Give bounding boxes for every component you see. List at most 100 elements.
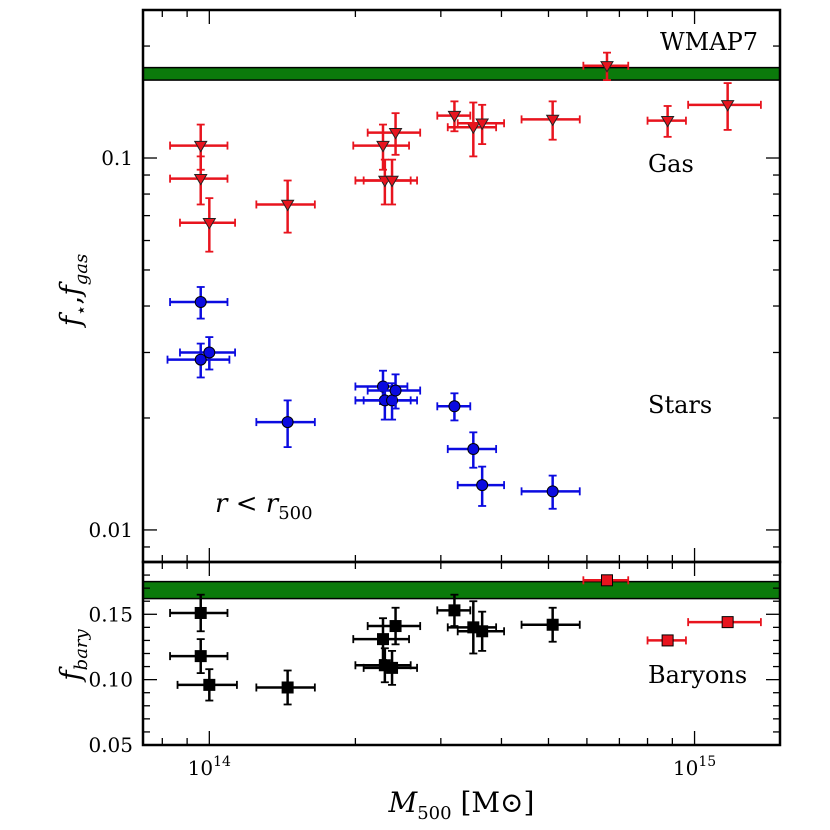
square-marker [194, 606, 207, 619]
data-point [446, 431, 498, 469]
data-point [687, 616, 762, 629]
square-marker [546, 618, 559, 631]
data-point [456, 103, 505, 145]
data-point [446, 600, 498, 655]
square-marker [203, 678, 216, 691]
data-point [169, 638, 229, 675]
data-point [366, 373, 422, 410]
triangle-marker [720, 100, 735, 112]
data-point [366, 606, 422, 646]
data-point [582, 574, 630, 587]
triangle-marker [193, 140, 208, 153]
y-tick-label: 0.01 [88, 518, 133, 542]
data-point [520, 100, 581, 141]
circle-marker [546, 485, 559, 498]
circle-marker [194, 353, 207, 366]
y-tick-label: 0.15 [88, 602, 133, 626]
y-tick-label: 0.05 [88, 733, 133, 757]
top-panel: WMAP7 Gas Stars r < r500 0.1 0.01 f⋆,fgas [54, 8, 782, 564]
top-y-axis-label: f⋆,fgas [54, 254, 92, 328]
data-point [582, 51, 630, 81]
circle-marker [476, 479, 489, 492]
wmap7-band-top [142, 66, 781, 81]
data-point [169, 286, 229, 320]
circle-marker [281, 416, 294, 429]
circle-marker [467, 443, 480, 456]
data-point [179, 336, 236, 371]
top-minor-ticks [143, 10, 780, 562]
data-point [456, 610, 505, 652]
triangle-marker [660, 115, 675, 128]
triangle-marker [447, 110, 462, 123]
top-major-ticks [143, 10, 780, 562]
radius-annotation: r < r500 [215, 489, 313, 524]
data-point [255, 399, 316, 449]
data-point [255, 669, 316, 706]
data-point [169, 155, 229, 206]
wmap7-band-bottom [142, 580, 781, 600]
triangle-marker [385, 175, 399, 188]
data-point [362, 158, 418, 206]
bottom-data-points [169, 574, 762, 706]
data-point [166, 342, 231, 379]
bottom-axes-frame [141, 560, 782, 747]
data-point [176, 668, 238, 702]
stars-label: Stars [648, 391, 712, 419]
x-tick-label: 1014 [188, 754, 231, 780]
circle-marker [194, 296, 207, 309]
square-marker [386, 661, 399, 674]
triangle-marker [600, 61, 614, 73]
wmap7-label: WMAP7 [660, 28, 758, 56]
square-marker [194, 650, 207, 663]
y-tick-label: 0.1 [101, 146, 133, 170]
circle-marker [203, 346, 216, 359]
triangle-marker [545, 114, 560, 127]
triangle-marker [475, 118, 490, 131]
x-tick-labels: 1014 1015 [188, 754, 717, 780]
square-marker [721, 616, 734, 629]
square-marker [448, 604, 461, 617]
data-point [354, 647, 412, 684]
baryons-label: Baryons [648, 661, 747, 689]
data-point [362, 649, 418, 686]
triangle-marker [193, 173, 208, 186]
triangle-marker [202, 217, 217, 230]
data-point [520, 474, 581, 510]
data-point [456, 465, 505, 507]
top-y-tick-labels: 0.1 0.01 [88, 146, 133, 542]
data-point [446, 101, 498, 158]
data-point [169, 593, 229, 633]
data-point [520, 606, 581, 643]
data-point [646, 105, 687, 138]
x-tick-label: 1015 [673, 754, 716, 780]
triangle-marker [376, 140, 390, 153]
triangle-marker [388, 127, 403, 140]
data-point [436, 593, 472, 627]
square-marker [600, 574, 613, 587]
data-point [687, 82, 762, 131]
data-point [436, 392, 472, 422]
gas-label: Gas [648, 150, 694, 178]
bottom-y-axis-label: fbary [54, 628, 92, 682]
data-point [646, 634, 687, 647]
data-point [352, 123, 410, 171]
circle-marker [448, 400, 461, 413]
top-data-points [166, 51, 762, 510]
circle-marker [389, 384, 402, 397]
triangle-marker [280, 199, 295, 212]
square-marker [377, 633, 390, 646]
bottom-y-tick-labels: 0.05 0.10 0.15 [88, 602, 133, 757]
data-point [366, 112, 422, 156]
x-axis-label: M500 [M⊙] [388, 786, 535, 824]
square-marker [281, 681, 294, 694]
square-marker [476, 625, 489, 638]
data-point [436, 100, 472, 133]
data-point [179, 197, 236, 253]
data-point [169, 123, 229, 171]
square-marker [661, 634, 674, 647]
square-marker [389, 620, 402, 633]
y-tick-label: 0.10 [88, 668, 133, 692]
data-point [352, 617, 410, 661]
bottom-panel: Baryons 0.05 0.10 0.15 1014 1015 fbary M500… [54, 560, 782, 824]
